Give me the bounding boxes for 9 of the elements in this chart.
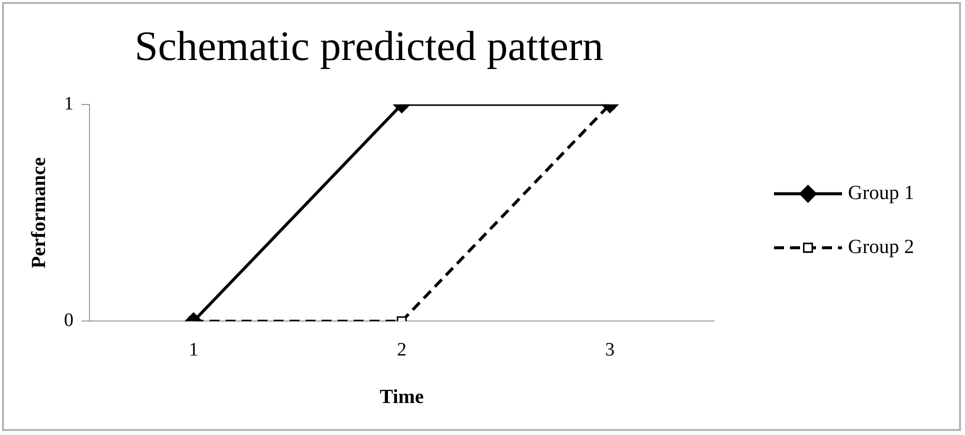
x-axis-title: Time bbox=[380, 386, 424, 408]
x-tick-label: 3 bbox=[605, 340, 615, 361]
y-tick-label: 0 bbox=[64, 310, 74, 332]
x-tick-label: 2 bbox=[397, 340, 406, 361]
y-axis-title: Performance bbox=[28, 157, 50, 268]
legend-label: Group 1 bbox=[848, 182, 914, 204]
legend-label: Group 2 bbox=[848, 236, 914, 258]
chart-title: Schematic predicted pattern bbox=[134, 24, 604, 70]
x-tick-label: 1 bbox=[188, 340, 198, 361]
